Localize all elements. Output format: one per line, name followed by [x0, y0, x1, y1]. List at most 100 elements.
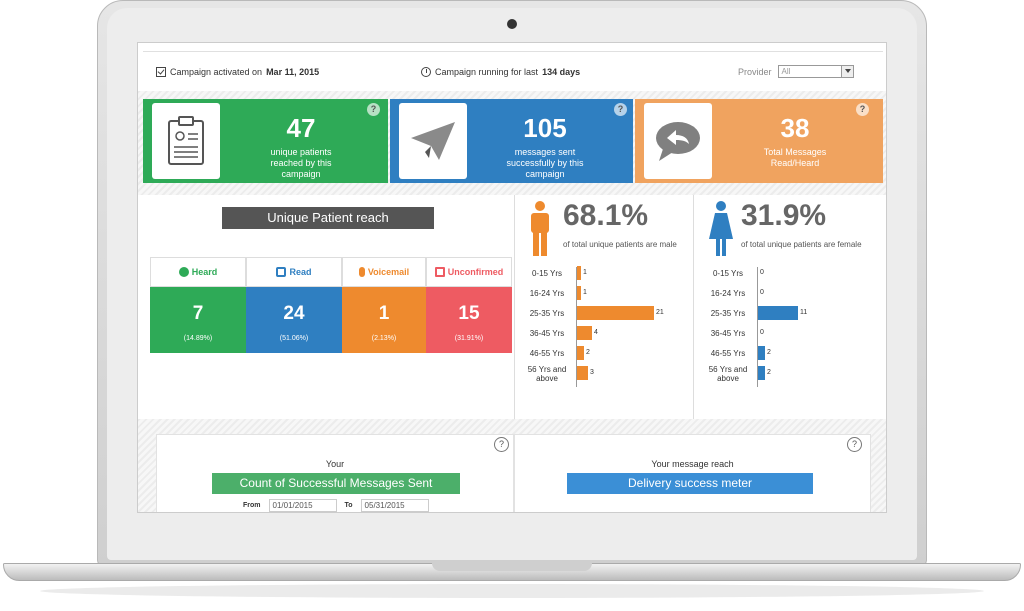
kpi-caption: Total Messages Read/Heard: [725, 147, 865, 169]
provider-filter: Provider All: [738, 65, 854, 78]
age-bar: [758, 306, 798, 320]
status-cell-voicemail: 1 (2.13%): [342, 287, 426, 353]
age-bar: [577, 286, 581, 300]
age-bar: [577, 266, 581, 280]
date-range: From 01/01/2015 To 05/31/2015: [243, 499, 429, 512]
activated-date: Mar 11, 2015: [266, 67, 320, 77]
to-date-input[interactable]: 05/31/2015: [360, 499, 429, 512]
kpi-band: 47 unique patients reached by this campa…: [138, 91, 886, 195]
age-bar: [577, 306, 654, 320]
female-caption: of total unique patients are female: [741, 240, 862, 249]
age-label: 56 Yrs and above: [527, 365, 567, 383]
headset-icon: [178, 267, 189, 277]
house-warning-icon: [434, 267, 445, 277]
age-label: 16-24 Yrs: [710, 289, 746, 298]
status-percent: (51.06%): [279, 335, 309, 342]
status-head-read: Read: [246, 257, 342, 287]
provider-selected: All: [781, 67, 791, 76]
age-bar-value: 3: [590, 369, 594, 376]
lower-band: ? Your Count of Successful Messages Sent…: [138, 419, 886, 512]
dashboard-screen: Campaign activated on Mar 11, 2015 Campa…: [137, 42, 887, 513]
age-label: 36-45 Yrs: [710, 329, 746, 338]
age-bar: [577, 346, 584, 360]
from-date-input[interactable]: 01/01/2015: [268, 499, 337, 512]
microphone-icon: [358, 267, 365, 277]
help-icon[interactable]: ?: [856, 103, 869, 116]
status-head-unconfirmed: Unconfirmed: [426, 257, 512, 287]
kpi-messages-read: 38 Total Messages Read/Heard ?: [635, 99, 883, 183]
campaign-activated: Campaign activated on Mar 11, 2015: [156, 67, 319, 77]
status-value: 7: [192, 303, 204, 324]
delivery-meter-button[interactable]: Delivery success meter: [567, 473, 813, 494]
kpi-caption: messages sent successfully by this campa…: [475, 147, 615, 180]
help-icon[interactable]: ?: [367, 103, 380, 116]
female-figure-icon: [709, 201, 733, 256]
column-divider: [693, 195, 694, 419]
age-bar-value: 0: [760, 269, 764, 276]
age-label: 46-55 Yrs: [710, 349, 746, 358]
age-bar-value: 0: [760, 329, 764, 336]
card-kicker: Your: [325, 459, 345, 469]
from-label: From: [243, 502, 261, 509]
age-bar-value: 2: [586, 349, 590, 356]
age-bar-value: 2: [767, 349, 771, 356]
status-label: Unconfirmed: [447, 267, 504, 277]
checkbox-icon: [156, 67, 166, 77]
status-label: Voicemail: [367, 267, 410, 277]
activated-prefix: Campaign activated on: [170, 67, 263, 77]
status-percent: (2.13%): [371, 335, 397, 342]
male-figure-icon: [531, 201, 549, 256]
provider-label: Provider: [738, 66, 772, 77]
kpi-caption-line: successfully by this: [506, 158, 584, 168]
status-percent: (31.91%): [454, 335, 484, 342]
age-label: 36-45 Yrs: [529, 329, 565, 338]
document-icon: [276, 267, 287, 277]
chevron-down-icon[interactable]: [840, 66, 853, 77]
kpi-caption-line: campaign: [281, 169, 321, 179]
alarm-clock-icon: [421, 67, 431, 77]
kpi-caption: unique patients reached by this campaign: [231, 147, 371, 180]
age-bar: [758, 366, 765, 380]
age-label: 0-15 Yrs: [712, 269, 744, 278]
provider-select[interactable]: All: [777, 65, 854, 78]
status-label: Heard: [191, 267, 218, 277]
kpi-value: 47: [286, 113, 316, 143]
age-axis: [757, 267, 758, 387]
age-bar-value: 4: [594, 329, 598, 336]
age-axis: [576, 267, 577, 387]
count-messages-button[interactable]: Count of Successful Messages Sent: [212, 473, 460, 494]
age-label: 0-15 Yrs: [531, 269, 563, 278]
laptop-notch: [432, 563, 592, 571]
kpi-messages-sent: 105 messages sent successfully by this c…: [390, 99, 633, 183]
age-label: 16-24 Yrs: [529, 289, 565, 298]
clipboard-icon: [168, 116, 204, 165]
paper-plane-icon: [411, 122, 455, 160]
age-bar-value: 21: [656, 309, 664, 316]
status-head-voicemail: Voicemail: [342, 257, 426, 287]
age-bar-value: 1: [583, 289, 587, 296]
kpi-icon-tile: [152, 103, 220, 179]
top-divider: [143, 51, 883, 52]
help-icon[interactable]: ?: [614, 103, 627, 116]
column-divider: [514, 195, 515, 419]
age-bar-value: 1: [583, 269, 587, 276]
age-label: 25-35 Yrs: [710, 309, 746, 318]
age-bar: [758, 346, 765, 360]
campaign-info-bar: Campaign activated on Mar 11, 2015 Campa…: [138, 63, 886, 85]
kpi-caption-line: reached by this: [270, 158, 332, 168]
age-bar-value: 11: [800, 309, 808, 316]
help-icon[interactable]: ?: [847, 437, 862, 452]
help-icon[interactable]: ?: [494, 437, 509, 452]
running-prefix: Campaign running for last: [435, 67, 539, 77]
kpi-caption-line: Read/Heard: [770, 158, 820, 168]
to-label: To: [344, 502, 353, 509]
kpi-caption-line: unique patients: [270, 147, 332, 157]
kpi-caption-line: Total Messages: [763, 147, 827, 157]
status-label: Read: [289, 267, 312, 277]
running-days: 134 days: [542, 67, 581, 77]
age-label: 25-35 Yrs: [529, 309, 565, 318]
male-caption: of total unique patients are male: [563, 240, 677, 249]
reply-bubble-icon: [656, 122, 700, 161]
kpi-unique-patients: 47 unique patients reached by this campa…: [143, 99, 388, 183]
